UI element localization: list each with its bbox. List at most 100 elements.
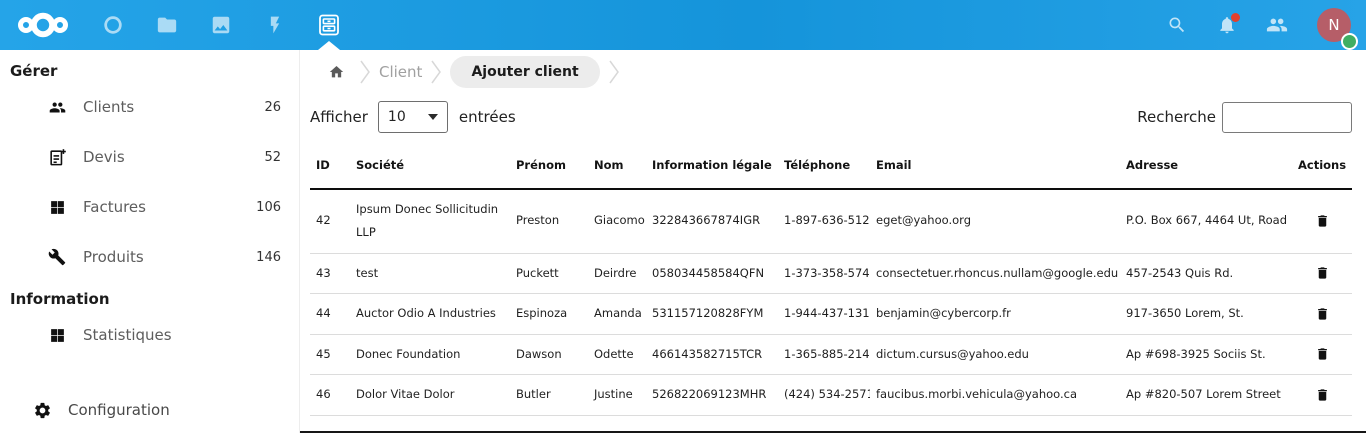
sidebar-item-statistiques[interactable]: Statistiques bbox=[0, 310, 299, 360]
user-menu-button[interactable]: N bbox=[1302, 0, 1366, 50]
notifications-button[interactable] bbox=[1202, 0, 1252, 50]
app-files-button[interactable] bbox=[140, 0, 194, 50]
trash-icon bbox=[1317, 308, 1327, 320]
cell-nom: Odette bbox=[588, 334, 646, 376]
files-icon bbox=[157, 17, 177, 33]
cell-tel: (424) 534-2571 bbox=[778, 374, 870, 416]
column-header-email[interactable]: Email bbox=[870, 144, 1120, 190]
online-status-icon bbox=[1341, 33, 1358, 50]
sidebar-item-configuration[interactable]: Configuration bbox=[0, 387, 299, 433]
cell-adresse: 457-2543 Quis Rd. bbox=[1120, 253, 1292, 295]
show-entries-label: Afficher bbox=[310, 108, 368, 126]
delete-row-button[interactable] bbox=[1315, 213, 1330, 229]
table-header-row: ID Société Prénom Nom Information légale… bbox=[310, 144, 1352, 190]
cell-adresse: P.O. Box 667, 4464 Ut, Road bbox=[1120, 188, 1292, 254]
sidebar-item-count: 26 bbox=[264, 99, 281, 115]
sidebar-item-clients[interactable]: Clients 26 bbox=[0, 82, 299, 132]
users-icon bbox=[47, 99, 67, 116]
search-label: Recherche bbox=[1137, 108, 1216, 126]
nextcloud-logo[interactable] bbox=[0, 0, 86, 50]
sidebar-heading-information: Information bbox=[10, 290, 110, 308]
cell-email: eget@yahoo.org bbox=[870, 188, 1120, 254]
table-row: 45 Donec Foundation Dawson Odette 466143… bbox=[310, 334, 1352, 376]
cell-tel: 1-365-885-2143 bbox=[778, 334, 870, 376]
column-header-adresse[interactable]: Adresse bbox=[1120, 144, 1292, 190]
unified-search-button[interactable] bbox=[1152, 0, 1202, 50]
page-size-select[interactable]: 10 bbox=[377, 101, 448, 133]
column-header-prenom[interactable]: Prénom bbox=[510, 144, 588, 190]
chevron-right-icon bbox=[430, 57, 442, 87]
cell-email: benjamin@cybercorp.fr bbox=[870, 293, 1120, 335]
search-input[interactable] bbox=[1222, 101, 1352, 133]
breadcrumb-ajouter-client-button[interactable]: Ajouter client bbox=[450, 56, 600, 88]
nextcloud-logo-icon bbox=[18, 12, 68, 38]
chevron-down-icon bbox=[427, 114, 438, 120]
cell-id: 45 bbox=[310, 334, 350, 376]
invoices-app-icon bbox=[319, 14, 339, 36]
sidebar-item-count: 52 bbox=[264, 149, 281, 165]
topbar: N bbox=[0, 0, 1366, 50]
activity-icon bbox=[270, 16, 280, 34]
cell-tel: 1-373-358-5748 bbox=[778, 253, 870, 295]
delete-row-button[interactable] bbox=[1315, 387, 1330, 403]
cell-info: 531157120828FYM bbox=[646, 293, 778, 335]
sidebar-item-label: Configuration bbox=[68, 401, 170, 419]
app-dashboard-button[interactable] bbox=[86, 0, 140, 50]
trash-icon bbox=[1317, 348, 1327, 360]
cell-id: 46 bbox=[310, 374, 350, 416]
column-header-societe[interactable]: Société bbox=[350, 144, 510, 190]
cell-prenom: Puckett bbox=[510, 253, 588, 295]
sidebar: Gérer Clients 26 Devis 52 bbox=[0, 50, 300, 433]
contacts-button[interactable] bbox=[1252, 0, 1302, 50]
delete-row-button[interactable] bbox=[1315, 346, 1330, 362]
cell-nom: Giacomo bbox=[588, 188, 646, 254]
topbar-spacer bbox=[356, 0, 1152, 50]
cell-prenom: Butler bbox=[510, 374, 588, 416]
column-header-id[interactable]: ID bbox=[310, 144, 350, 190]
column-header-info[interactable]: Information légale bbox=[646, 144, 778, 190]
cell-adresse: Ap #820-507 Lorem Street bbox=[1120, 374, 1292, 416]
breadcrumb-home-button[interactable] bbox=[322, 64, 351, 80]
cell-email: consectetuer.rhoncus.nullam@google.edu bbox=[870, 253, 1120, 295]
cell-adresse: 917-3650 Lorem, St. bbox=[1120, 293, 1292, 335]
sidebar-heading-manage: Gérer bbox=[10, 62, 58, 80]
sidebar-item-devis[interactable]: Devis 52 bbox=[0, 132, 299, 182]
cell-prenom: Dawson bbox=[510, 334, 588, 376]
cell-societe: test bbox=[350, 253, 510, 295]
contacts-icon bbox=[1266, 18, 1288, 32]
table-row: 42 Ipsum Donec Sollicitudin LLP Preston … bbox=[310, 188, 1352, 254]
chevron-right-icon bbox=[359, 57, 371, 87]
cell-societe: Dolor Vitae Dolor bbox=[350, 374, 510, 416]
cell-nom: Justine bbox=[588, 374, 646, 416]
cell-nom: Deirdre bbox=[588, 253, 646, 295]
search-icon bbox=[1169, 17, 1185, 33]
home-icon bbox=[329, 66, 344, 78]
column-header-tel[interactable]: Téléphone bbox=[778, 144, 870, 190]
sidebar-item-label: Produits bbox=[83, 248, 144, 266]
cell-info: 466143582715TCR bbox=[646, 334, 778, 376]
content: Gérer Clients 26 Devis 52 bbox=[0, 50, 1366, 433]
cell-adresse: Ap #698-3925 Sociis St. bbox=[1120, 334, 1292, 376]
cell-societe: Donec Foundation bbox=[350, 334, 510, 376]
dashboard-icon bbox=[104, 16, 122, 34]
app-invoices-button[interactable] bbox=[302, 0, 356, 50]
sidebar-item-produits[interactable]: Produits 146 bbox=[0, 232, 299, 282]
cell-id: 44 bbox=[310, 293, 350, 335]
sidebar-item-count: 106 bbox=[256, 199, 281, 215]
sidebar-item-label: Devis bbox=[83, 148, 125, 166]
cell-nom: Amanda bbox=[588, 293, 646, 335]
document-plus-icon bbox=[47, 148, 67, 167]
cell-email: dictum.cursus@yahoo.edu bbox=[870, 334, 1120, 376]
cell-tel: 1-944-437-1312 bbox=[778, 293, 870, 335]
column-header-nom[interactable]: Nom bbox=[588, 144, 646, 190]
trash-icon bbox=[1317, 267, 1327, 279]
wrench-icon bbox=[47, 248, 67, 266]
sidebar-item-label: Statistiques bbox=[83, 326, 172, 344]
app-photos-button[interactable] bbox=[194, 0, 248, 50]
delete-row-button[interactable] bbox=[1315, 265, 1330, 281]
app-activity-button[interactable] bbox=[248, 0, 302, 50]
sidebar-item-factures[interactable]: Factures 106 bbox=[0, 182, 299, 232]
delete-row-button[interactable] bbox=[1315, 306, 1330, 322]
entries-label: entrées bbox=[458, 108, 516, 126]
breadcrumb-client-link[interactable]: Client bbox=[379, 63, 423, 81]
